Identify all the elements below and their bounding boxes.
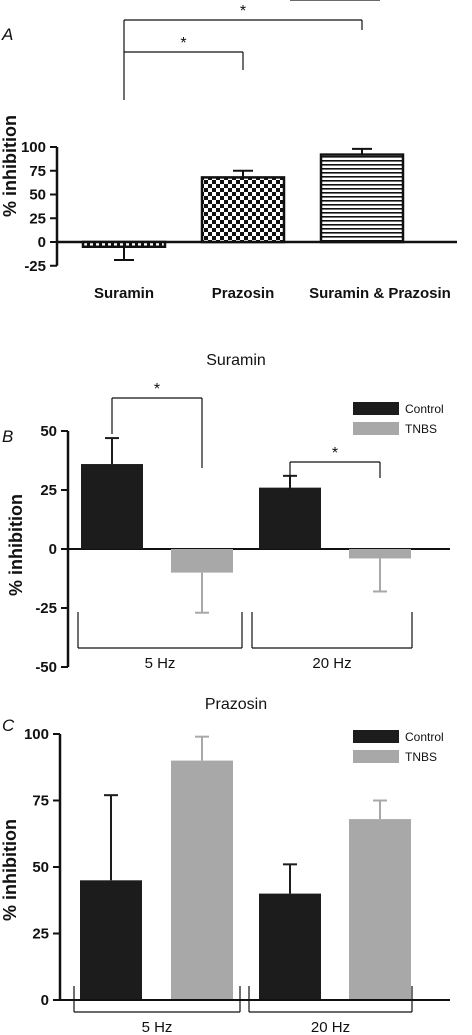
legend-label-tnbs: TNBS [405, 750, 437, 764]
category-label: Suramin [94, 285, 154, 302]
y-tick-label: 0 [41, 992, 49, 1009]
panel-c-title: Prazosin [205, 696, 267, 713]
legend-label-control: Control [405, 730, 444, 744]
y-tick-label: -25 [24, 258, 46, 275]
y-tick-label: 25 [32, 926, 49, 943]
bar-tnbs-5hz [171, 549, 233, 573]
legend-swatch-control [353, 402, 399, 415]
legend-label-control: Control [405, 402, 444, 416]
group-label: 5 Hz [142, 1019, 173, 1035]
legend-label-tnbs: TNBS [405, 422, 437, 436]
group-label: 5 Hz [145, 655, 176, 672]
y-tick-label: 100 [21, 139, 46, 156]
y-tick-label: 0 [49, 541, 57, 558]
y-tick-label: 50 [29, 187, 46, 204]
category-label: Suramin & Prazosin [309, 285, 451, 302]
panel-label-c: C [2, 716, 15, 735]
y-tick-label: 100 [24, 726, 49, 743]
panel-label-b: B [2, 427, 13, 446]
y-tick-label: -25 [35, 600, 57, 617]
bar-prazosin [200, 176, 286, 244]
y-tick-label: 75 [32, 793, 49, 810]
legend-swatch-control [353, 730, 399, 743]
significance-star: * [240, 3, 246, 20]
bar-suramin-prazosin [319, 153, 405, 244]
significance-star: * [332, 445, 338, 462]
panel-b-plot: -50 -25 0 25 50 5 Hz 20 Hz * * Control TNBS [35, 381, 450, 676]
y-tick-label: 75 [29, 163, 46, 180]
panel-a-plot: -25 0 25 50 75 100 Suramin Prazosin Suramin & Pr… [21, 3, 457, 302]
panel-c-ylabel: % inhibition [0, 819, 20, 921]
significance-star: * [154, 381, 160, 398]
bar-tnbs-5hz [171, 760, 233, 1000]
group-label: 20 Hz [312, 655, 351, 672]
y-tick-label: -50 [35, 659, 57, 676]
legend-swatch-tnbs [353, 422, 399, 435]
category-label: Prazosin [212, 285, 275, 302]
panel-b-ylabel: % inhibition [6, 494, 26, 596]
y-tick-label: 25 [29, 210, 46, 227]
panel-label-a: A [1, 25, 13, 44]
panel-a-ylabel: % inhibition [0, 115, 20, 217]
y-tick-label: 0 [38, 234, 46, 251]
legend-swatch-tnbs [353, 750, 399, 763]
bar-suramin [81, 240, 167, 248]
group-label: 20 Hz [311, 1019, 350, 1035]
y-tick-label: 25 [40, 482, 57, 499]
y-tick-label: 50 [40, 423, 57, 440]
y-tick-label: 50 [32, 859, 49, 876]
bar-tnbs-20hz [349, 549, 411, 559]
panel-b-title: Suramin [206, 352, 266, 369]
bar-control-5hz [81, 464, 143, 549]
bar-control-20hz [259, 893, 321, 1000]
significance-star: * [180, 35, 186, 52]
bar-control-20hz [259, 487, 321, 549]
panel-c-plot: 0 25 50 75 100 5 Hz 20 Hz * Control TNBS [24, 0, 450, 1035]
bar-tnbs-20hz [349, 819, 411, 1000]
bar-control-5hz [80, 880, 142, 1000]
